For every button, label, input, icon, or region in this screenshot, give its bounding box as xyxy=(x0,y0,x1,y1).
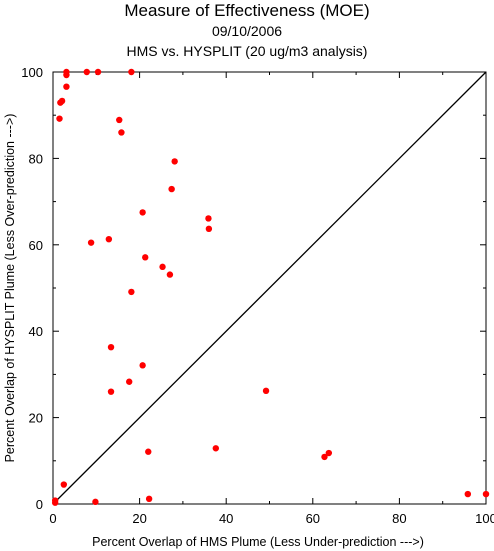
data-point xyxy=(139,209,146,216)
data-point xyxy=(63,71,70,79)
chart-title: Measure of Effectiveness (MOE) xyxy=(124,1,370,20)
diagonal-line xyxy=(52,71,487,505)
y-tick-label: 60 xyxy=(29,238,43,253)
y-tick-label: 0 xyxy=(36,497,43,512)
data-point xyxy=(482,490,490,498)
data-point xyxy=(51,499,59,506)
x-axis-label: Percent Overlap of HMS Plume (Less Under… xyxy=(92,535,424,549)
chart-date: 09/10/2006 xyxy=(211,23,283,39)
data-point xyxy=(116,116,123,124)
data-point xyxy=(168,185,175,193)
data-point xyxy=(128,288,135,296)
data-point xyxy=(87,239,95,246)
data-point xyxy=(159,263,166,271)
data-point xyxy=(83,68,90,76)
y-tick-label: 20 xyxy=(29,411,43,426)
y-tick-label: 100 xyxy=(21,65,43,80)
x-tick-label: 100 xyxy=(475,511,494,526)
data-point xyxy=(60,481,68,488)
data-point xyxy=(105,235,113,243)
data-point xyxy=(171,158,178,165)
chart-subtitle: HMS vs. HYSPLIT (20 ug/m3 analysis) xyxy=(126,43,368,59)
y-tick-label: 80 xyxy=(29,151,43,166)
data-point xyxy=(107,343,115,351)
data-point xyxy=(107,388,115,395)
data-point xyxy=(325,449,333,457)
data-point xyxy=(205,225,213,233)
data-point xyxy=(145,495,153,503)
x-tick-label: 20 xyxy=(132,511,146,526)
data-point xyxy=(128,68,135,76)
data-point xyxy=(464,490,472,498)
data-point xyxy=(126,378,133,385)
x-tick-label: 0 xyxy=(49,511,56,526)
data-point xyxy=(212,445,220,452)
x-tick-label: 40 xyxy=(219,511,233,526)
data-point xyxy=(205,215,212,222)
data-points xyxy=(51,68,490,506)
data-point xyxy=(92,498,99,506)
data-point xyxy=(56,115,63,122)
x-tick-label: 80 xyxy=(392,511,406,526)
data-point xyxy=(321,453,328,461)
data-point xyxy=(142,254,149,261)
x-tick-label: 60 xyxy=(306,511,320,526)
data-point xyxy=(94,68,102,76)
data-point xyxy=(139,362,146,369)
y-tick-label: 40 xyxy=(29,324,43,339)
data-point xyxy=(145,448,152,455)
data-point xyxy=(166,271,174,278)
data-point xyxy=(63,83,70,90)
data-point xyxy=(57,99,64,106)
y-axis-label: Percent Overlap of HYSPLIT Plume (Less O… xyxy=(3,114,17,463)
axes: 0 20 40 60 80 100 0 20 40 60 80 100 xyxy=(21,65,494,526)
data-point xyxy=(118,129,125,136)
data-point xyxy=(262,387,270,395)
